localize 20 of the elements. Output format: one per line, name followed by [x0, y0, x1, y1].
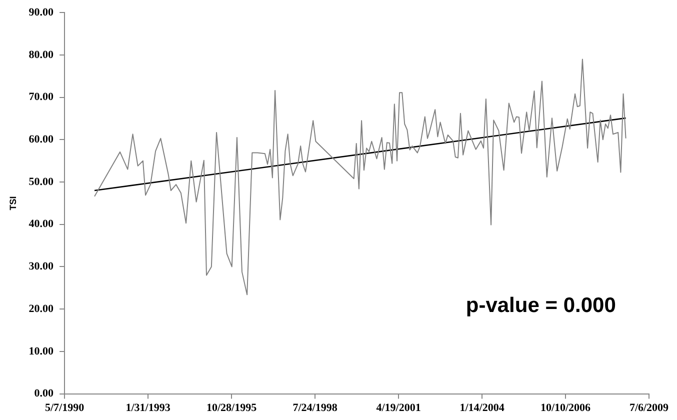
annotation: p-value = 0.000	[466, 294, 616, 317]
y-tick-label: 50.00	[28, 176, 54, 188]
x-tick-label: 1/31/1993	[126, 402, 171, 414]
y-tick-label: 80.00	[28, 48, 54, 61]
y-tick-label: 90.00	[28, 6, 54, 18]
y-tick-label: 0.00	[34, 388, 54, 400]
x-tick-label: 7/6/2009	[629, 402, 670, 414]
x-tick-label: 5/7/1990	[44, 402, 85, 414]
y-tick-label: 10.00	[28, 345, 54, 358]
y-tick-label: 20.00	[28, 302, 54, 315]
x-tick-label: 1/14/2004	[460, 402, 505, 414]
y-tick-label: 70.00	[28, 91, 54, 104]
x-tick-label: 10/28/1995	[206, 402, 258, 414]
y-tick-label: 40.00	[28, 218, 54, 230]
y-tick-label: 30.00	[28, 260, 54, 273]
x-tick-label: 7/24/1998	[292, 402, 338, 414]
y-axis-title: TSI	[8, 196, 18, 210]
y-tick-label: 60.00	[28, 134, 54, 146]
x-tick-label: 4/19/2001	[376, 402, 421, 414]
x-tick-label: 10/10/2006	[540, 402, 592, 414]
